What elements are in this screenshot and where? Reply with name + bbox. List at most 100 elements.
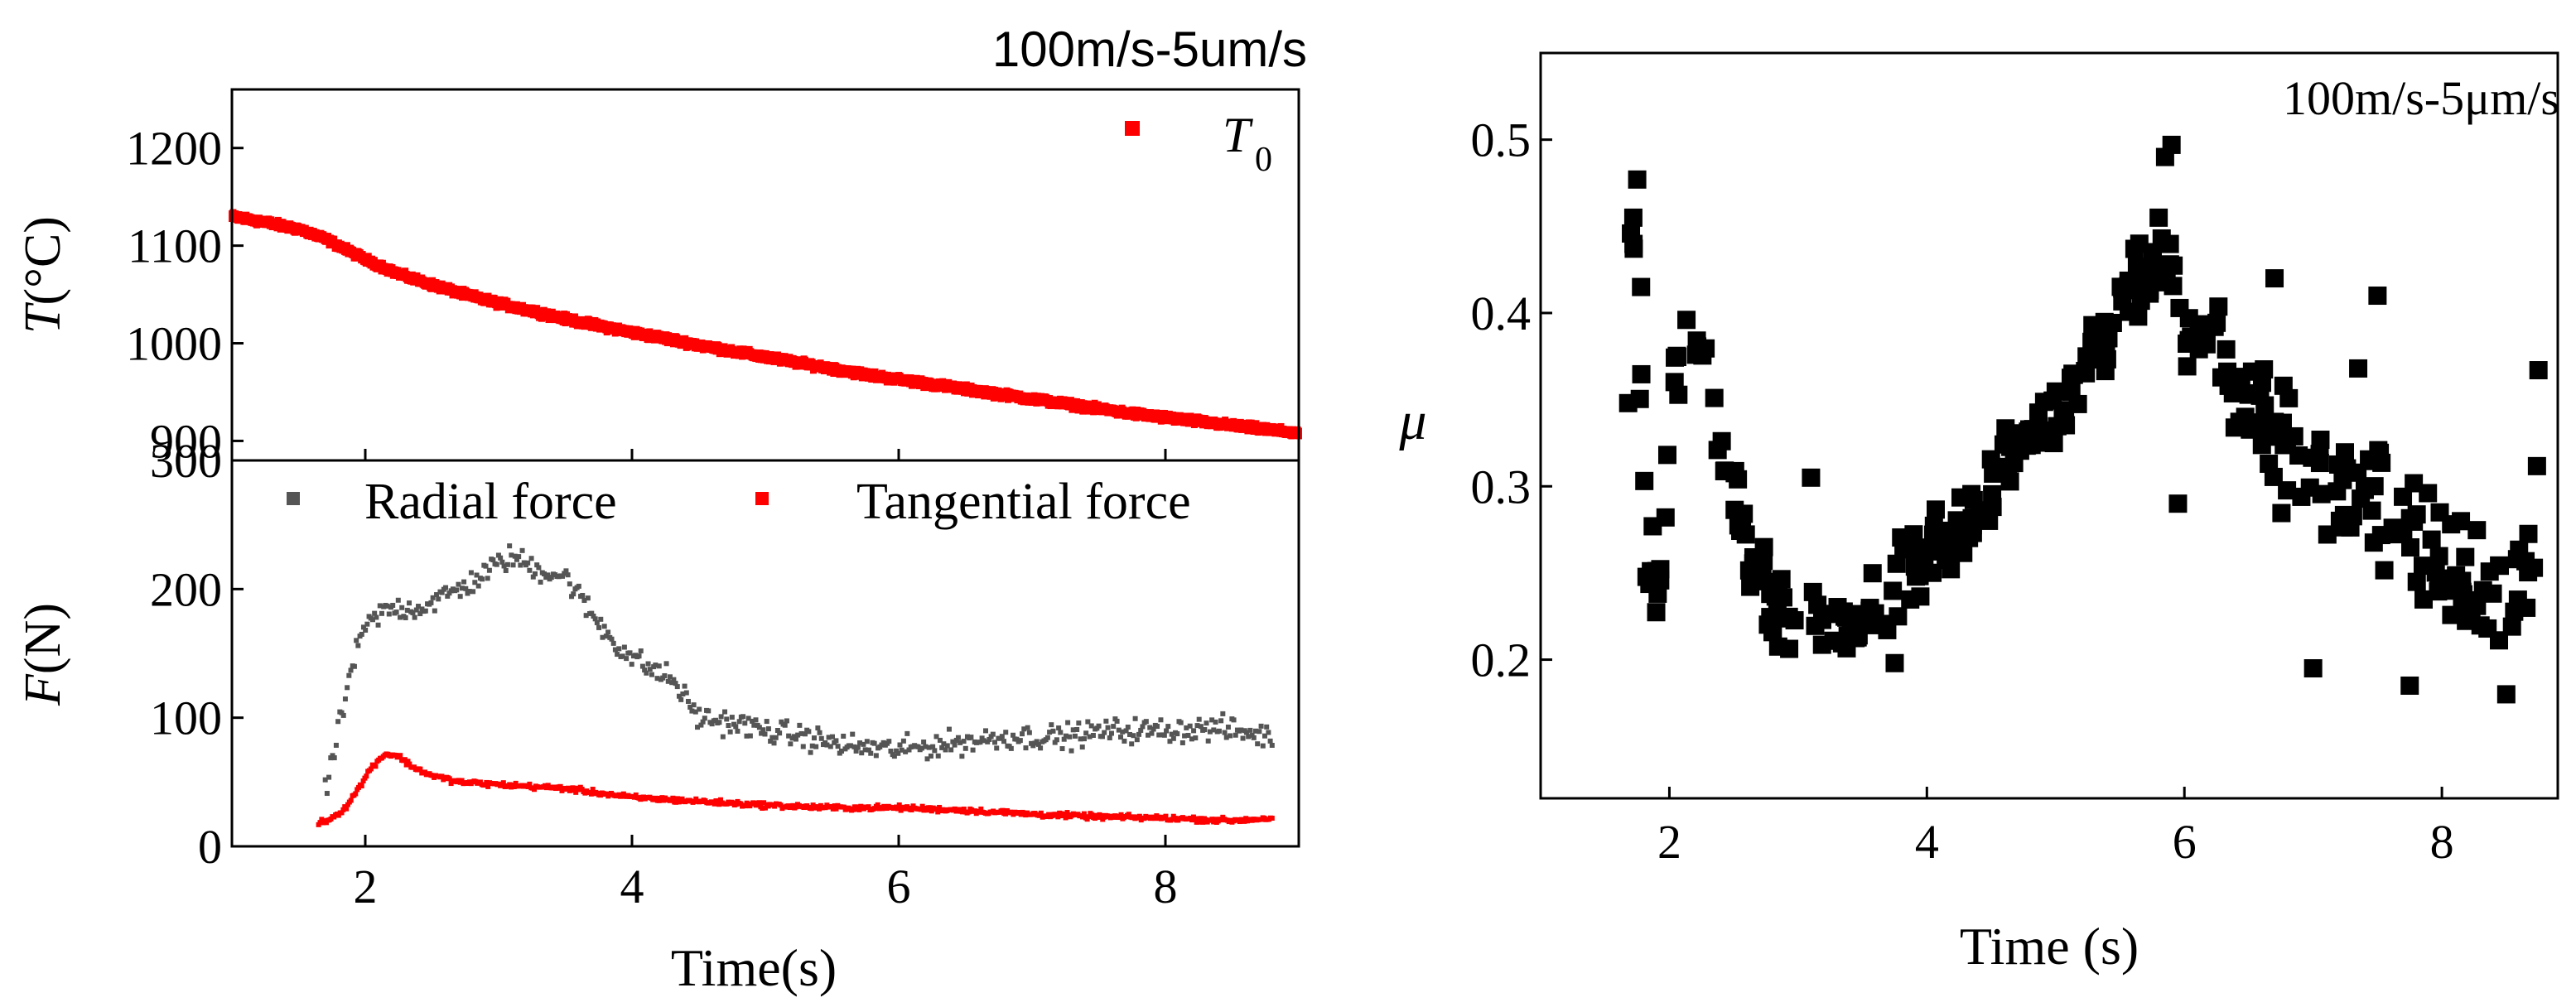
radial-force-point (525, 560, 531, 566)
legend-label-radial: Radial force (364, 474, 617, 530)
friction-point (2529, 361, 2548, 380)
tangential-force-point (866, 804, 871, 810)
radial-force-point (1090, 733, 1096, 739)
friction-point (2046, 382, 2065, 401)
tangential-force-point (1195, 819, 1201, 825)
friction-point (2077, 347, 2096, 366)
tangential-force-point (961, 807, 967, 812)
x-tick-label: 2 (1657, 815, 1681, 869)
friction-y-axis-title: μ (1398, 391, 1426, 451)
radial-force-point (569, 594, 575, 600)
radial-force-point (519, 547, 525, 553)
tangential-force-point (1199, 816, 1204, 822)
friction-point (2375, 561, 2394, 580)
radial-force-point (835, 744, 841, 749)
friction-point (1887, 554, 1906, 573)
tangential-force-point (674, 796, 680, 802)
radial-force-point (1164, 728, 1170, 734)
radial-force-point (372, 610, 378, 616)
radial-force-point (612, 647, 618, 653)
radial-force-point (534, 562, 540, 568)
radial-force-point (1117, 735, 1123, 740)
radial-force-point (548, 575, 554, 581)
radial-force-point (463, 585, 469, 591)
tangential-force-point (439, 773, 445, 779)
tangential-force-point (1209, 817, 1215, 822)
friction-point (1884, 581, 1903, 600)
radial-force-point (530, 574, 536, 580)
radial-force-point (339, 710, 345, 716)
radial-force-point (594, 619, 600, 625)
radial-force-point (413, 607, 419, 613)
radial-force-point (1076, 720, 1082, 726)
radial-force-point (1102, 730, 1107, 735)
radial-force-point (1243, 730, 1249, 735)
friction-point (1837, 638, 1856, 658)
radial-force-point (638, 648, 644, 654)
radial-force-point (1072, 733, 1078, 739)
tangential-force-point (972, 808, 977, 814)
radial-force-point (1216, 728, 1222, 734)
friction-point (2394, 487, 2413, 506)
radial-force-point (857, 740, 863, 746)
force-panel: 0 100 200 300 2 4 6 8 Radial force Tangential … (15, 434, 1300, 997)
force-x-axis-title: Time(s) (671, 938, 837, 997)
tangential-force-point (1036, 812, 1042, 818)
friction-point (1911, 587, 1930, 606)
radial-force-point (722, 709, 728, 715)
friction-point (1744, 548, 1763, 567)
radial-force-point (345, 685, 350, 691)
radial-force-point (1123, 728, 1129, 734)
friction-point (2205, 317, 2224, 336)
radial-force-point (1111, 724, 1117, 730)
radial-force-point (983, 728, 989, 734)
radial-force-point (1238, 727, 1244, 733)
radial-force-point (417, 611, 423, 617)
tangential-force-point (1063, 815, 1069, 821)
friction-point (1751, 571, 1770, 590)
tangential-force-point (340, 807, 346, 812)
friction-point (1926, 500, 1945, 519)
radial-force-point (999, 734, 1005, 740)
radial-force-point (1198, 724, 1204, 730)
radial-force-point (784, 718, 789, 724)
radial-force-point (456, 581, 461, 587)
radial-force-point (518, 562, 523, 568)
radial-force-point (839, 748, 845, 754)
radial-force-point (680, 691, 686, 697)
tangential-force-point (500, 780, 506, 786)
radial-force-point (987, 736, 992, 742)
radial-force-point (528, 556, 534, 561)
radial-force-point (813, 744, 819, 749)
y-tick-label: 0.3 (1471, 460, 1532, 513)
radial-force-point (944, 743, 950, 749)
radial-force-point (1136, 731, 1142, 737)
friction-point (2401, 538, 2420, 557)
radial-force-point (773, 735, 779, 740)
radial-force-point (1228, 733, 1233, 739)
radial-force-point (377, 603, 383, 609)
radial-force-point (848, 743, 854, 749)
radial-force-point (811, 735, 817, 741)
radial-force-point (1196, 716, 1202, 722)
radial-force-point (1247, 727, 1253, 733)
radial-force-point (1129, 741, 1135, 747)
tangential-force-point (830, 806, 836, 812)
radial-force-point (1225, 724, 1231, 730)
friction-point (2311, 431, 2330, 450)
radial-force-point (636, 653, 642, 659)
radial-force-point (504, 561, 510, 567)
radial-force-point (855, 744, 861, 750)
radial-force-point (393, 610, 399, 615)
tangential-force-point (1055, 814, 1061, 820)
radial-force-point (1107, 735, 1112, 741)
temperature-y-axis: 900 1000 1100 1200 (126, 122, 1167, 468)
radial-force-point (777, 730, 783, 736)
tangential-force-point (1098, 812, 1104, 818)
tangential-force-point (1136, 813, 1142, 819)
friction-point (2292, 487, 2311, 506)
tangential-force-point (557, 783, 563, 789)
tangential-force-point (772, 803, 778, 809)
radial-force-point (1258, 723, 1264, 729)
radial-force-point (1158, 717, 1164, 723)
